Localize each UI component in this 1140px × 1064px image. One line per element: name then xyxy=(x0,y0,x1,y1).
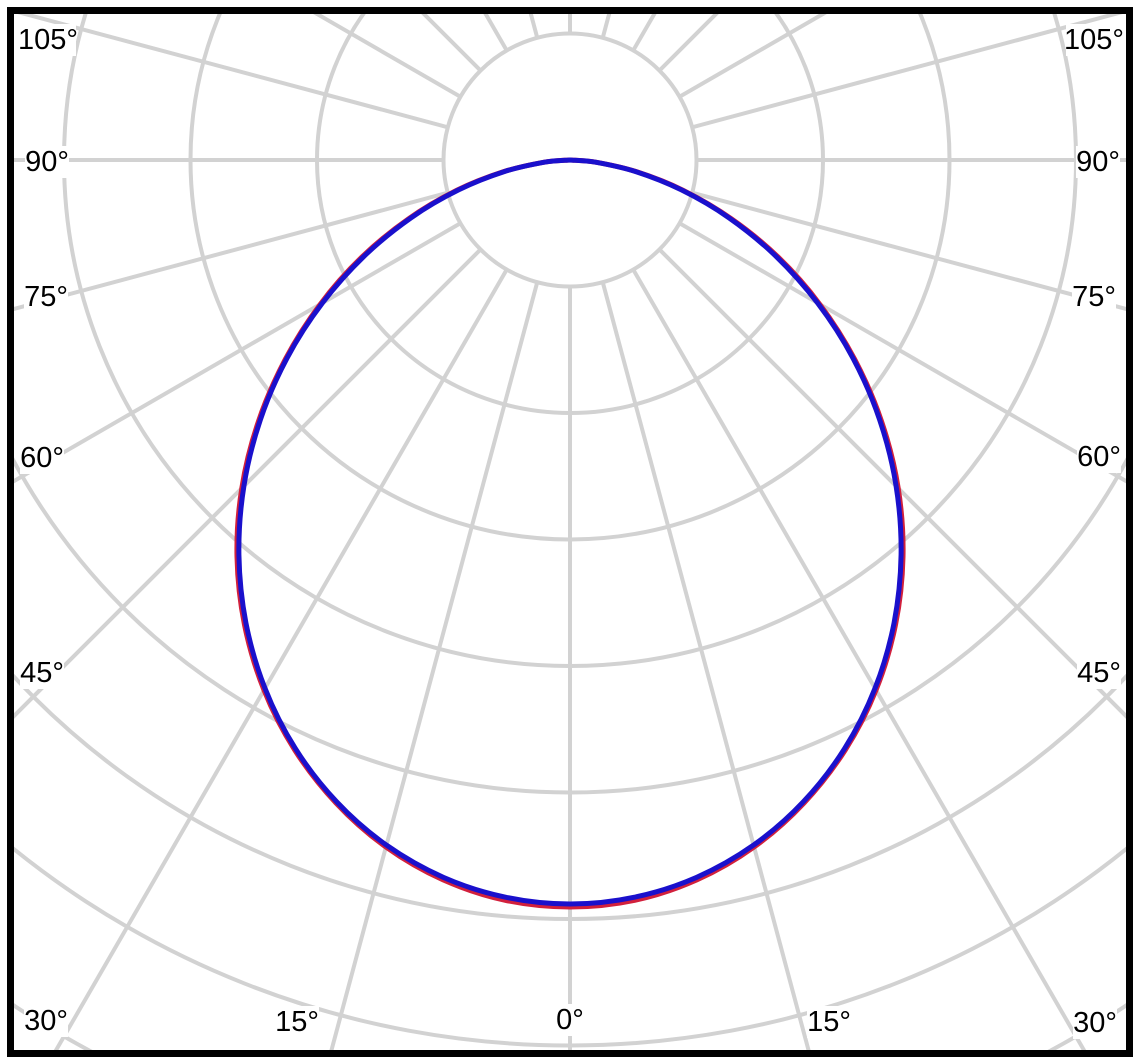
angle-label-background xyxy=(1076,146,1120,178)
grid-spoke xyxy=(53,268,509,1050)
grid-spoke xyxy=(691,14,1123,130)
angle-label-bottom: 15° xyxy=(807,1006,851,1038)
angle-label-background xyxy=(1066,24,1122,56)
angle-label-left: 45° xyxy=(20,657,64,689)
angle-label-left: 75° xyxy=(24,281,68,313)
chart-border xyxy=(7,7,1133,1057)
grid-spoke xyxy=(600,281,811,1050)
grid-spoke xyxy=(631,268,1087,1050)
angle-label-background xyxy=(1077,441,1121,473)
angle-label-background xyxy=(275,1006,319,1038)
angle-labels: 105° 90° 75° 60° 45° 105° 90° 75° 60° 45° 30° 15° 0°… xyxy=(18,24,1124,1039)
grid-spoke xyxy=(658,248,1126,719)
grid-spoke xyxy=(678,14,827,99)
grid-spoke xyxy=(329,281,540,1050)
angle-label-background xyxy=(24,281,68,313)
grid-spoke xyxy=(691,190,1126,312)
distribution-curves xyxy=(234,157,906,910)
grid-spoke xyxy=(528,14,540,39)
angle-label-bottom: 0° xyxy=(556,1004,584,1036)
angle-label-background xyxy=(20,24,76,56)
angle-label-right: 75° xyxy=(1072,281,1116,313)
angle-label-left: 90° xyxy=(25,146,69,178)
grid-spoke xyxy=(14,248,482,719)
angle-label-right: 60° xyxy=(1077,441,1121,473)
distribution-curve-blue xyxy=(236,157,904,907)
angle-label-background xyxy=(25,146,69,178)
angle-label-right: 45° xyxy=(1077,657,1121,689)
angle-label-right: 105° xyxy=(1064,24,1124,56)
angle-label-background xyxy=(1077,657,1121,689)
angle-label-bottom: 30° xyxy=(24,1005,68,1037)
angle-label-background xyxy=(807,1006,851,1038)
angle-label-backgrounds xyxy=(20,24,1122,1039)
angle-label-background xyxy=(1073,1007,1117,1039)
angle-label-background xyxy=(24,1005,68,1037)
angle-label-left: 105° xyxy=(18,24,78,56)
angle-label-background xyxy=(554,1004,586,1036)
grid-spoke xyxy=(17,14,449,130)
angle-label-background xyxy=(20,657,64,689)
angle-label-bottom: 15° xyxy=(275,1006,319,1038)
angle-label-right: 90° xyxy=(1076,146,1120,178)
angle-label-background xyxy=(20,442,64,474)
angle-label-bottom: 30° xyxy=(1073,1007,1117,1039)
grid-spoke xyxy=(313,14,462,99)
angle-label-left: 60° xyxy=(20,442,64,474)
grid-spoke xyxy=(600,14,612,39)
grid-spoke xyxy=(14,190,449,312)
angle-label-background xyxy=(1072,281,1116,313)
